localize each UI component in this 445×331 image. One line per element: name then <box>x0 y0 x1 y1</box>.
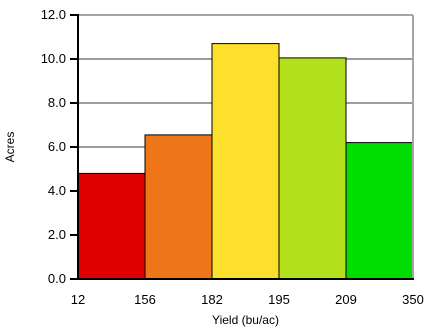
x-tick-label: 350 <box>402 292 424 307</box>
y-tick-label: 0.0 <box>48 271 66 286</box>
y-tick-label: 2.0 <box>48 227 66 242</box>
x-tick-label: 12 <box>71 292 85 307</box>
y-tick-label: 6.0 <box>48 139 66 154</box>
x-tick-label: 209 <box>335 292 357 307</box>
histogram-bar <box>278 57 347 280</box>
y-tick-label: 12.0 <box>41 7 66 22</box>
x-tick-label: 156 <box>134 292 156 307</box>
histogram-bar <box>345 142 414 280</box>
x-axis-ticks: 12 156 182 195 209 350 <box>71 292 424 307</box>
x-tick-label: 182 <box>201 292 223 307</box>
y-tick-label: 4.0 <box>48 183 66 198</box>
histogram-bar <box>77 172 146 280</box>
y-axis-ticks: 0.0 2.0 4.0 6.0 8.0 10.0 12.0 <box>41 7 78 286</box>
bars <box>77 43 414 280</box>
x-axis-title: Yield (bu/ac) <box>212 313 279 327</box>
histogram-bar <box>211 43 280 280</box>
y-axis-title: Acres <box>3 132 17 163</box>
y-tick-label: 8.0 <box>48 95 66 110</box>
y-tick-label: 10.0 <box>41 51 66 66</box>
histogram-bar <box>144 134 213 280</box>
x-tick-label: 195 <box>268 292 290 307</box>
